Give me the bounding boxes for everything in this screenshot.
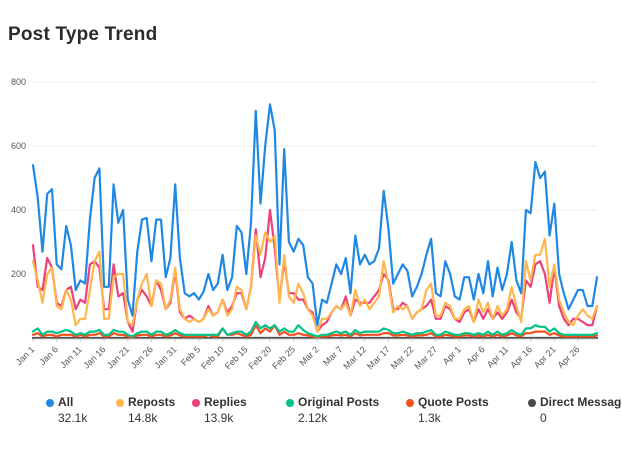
series-line-reposts <box>31 231 599 333</box>
legend-label: All <box>58 395 74 409</box>
series-line-original-posts <box>31 320 599 338</box>
legend: All 32.1k Reposts 14.8k Replies 13.9k Original… <box>44 395 622 425</box>
x-tick-label: Apr 11 <box>485 344 510 369</box>
legend-total: 1.3k <box>418 411 441 425</box>
y-tick-label: 200 <box>11 269 26 279</box>
legend-total: 2.12k <box>298 411 328 425</box>
legend-label: Direct Messages <box>540 395 622 409</box>
x-tick-label: Apr 26 <box>556 344 582 370</box>
x-tick-label: Apr 6 <box>464 344 486 366</box>
x-tick-label: Feb 10 <box>199 344 226 371</box>
chart-title: Post Type Trend <box>8 24 158 45</box>
legend-total: 32.1k <box>58 411 88 425</box>
legend-label: Quote Posts <box>418 395 489 409</box>
y-tick-label: 600 <box>11 141 26 151</box>
x-tick-label: Jan 31 <box>152 344 178 370</box>
y-tick-label: 400 <box>11 205 26 215</box>
x-tick-label: Jan 16 <box>81 344 107 370</box>
x-tick-label: Mar 22 <box>389 344 416 371</box>
x-tick-label: Apr 1 <box>441 344 463 366</box>
legend-dot-icon <box>116 399 124 407</box>
x-tick-label: Jan 26 <box>129 344 155 370</box>
x-tick-label: Feb 15 <box>223 344 250 371</box>
x-tick-label: Feb 20 <box>246 344 273 371</box>
x-tick-label: Mar 2 <box>297 344 320 367</box>
x-tick-label: Jan 11 <box>58 344 84 370</box>
legend-label: Replies <box>204 395 247 409</box>
legend-item-direct-messages[interactable]: Direct Messages 0 <box>526 395 622 425</box>
legend-dot-icon <box>192 399 200 407</box>
legend-dot-icon <box>286 399 294 407</box>
legend-total: 0 <box>540 411 547 425</box>
x-tick-label: Apr 21 <box>532 344 558 370</box>
legend-item-replies[interactable]: Replies 13.9k <box>190 395 284 425</box>
x-tick-label: Mar 27 <box>412 344 439 371</box>
series-lines <box>31 103 599 340</box>
legend-item-original-posts[interactable]: Original Posts 2.12k <box>284 395 404 425</box>
legend-label: Reposts <box>128 395 176 409</box>
legend-dot-icon <box>46 399 54 407</box>
x-tick-label: Jan 21 <box>105 344 131 370</box>
legend-item-all[interactable]: All 32.1k <box>44 395 114 425</box>
legend-dot-icon <box>528 399 536 407</box>
y-axis-ticks: 200 400 600 800 <box>11 77 26 279</box>
x-tick-label: Feb 25 <box>270 344 297 371</box>
series-line-quote-posts <box>31 324 599 339</box>
x-tick-label: Jan 6 <box>37 344 60 367</box>
x-tick-label: Mar 12 <box>341 344 368 371</box>
x-tick-label: Mar 17 <box>365 344 392 371</box>
series-line-all <box>31 103 599 327</box>
x-tick-label: Apr 16 <box>508 344 534 370</box>
legend-dot-icon <box>406 399 414 407</box>
y-tick-label: 800 <box>11 77 26 87</box>
x-tick-label: Jan 1 <box>14 344 37 367</box>
legend-label: Original Posts <box>298 395 380 409</box>
legend-total: 13.9k <box>204 411 234 425</box>
legend-total: 14.8k <box>128 411 158 425</box>
legend-item-quote-posts[interactable]: Quote Posts 1.3k <box>404 395 526 425</box>
legend-item-reposts[interactable]: Reposts 14.8k <box>114 395 190 425</box>
